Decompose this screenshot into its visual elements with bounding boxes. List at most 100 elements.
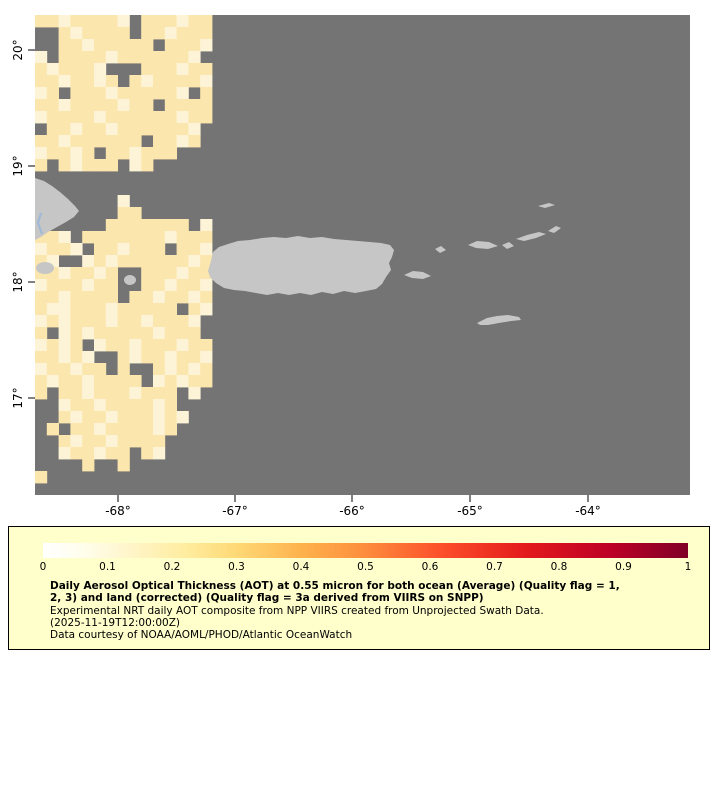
aot-cell xyxy=(35,471,48,484)
aot-cell xyxy=(164,147,177,160)
aot-cell xyxy=(129,375,142,388)
aot-cell xyxy=(105,375,118,388)
aot-cell xyxy=(58,279,71,292)
aot-cell xyxy=(176,15,189,28)
aot-cell xyxy=(176,351,189,364)
aot-cell xyxy=(105,27,118,40)
aot-cell xyxy=(176,291,189,304)
aot-cell xyxy=(94,231,107,244)
aot-cell xyxy=(70,327,83,340)
aot-cell xyxy=(117,303,130,316)
aot-cell xyxy=(188,279,201,292)
aot-cell xyxy=(117,15,130,28)
aot-cell xyxy=(141,219,154,232)
aot-cell xyxy=(46,147,59,160)
aot-cell xyxy=(141,279,154,292)
aot-cell xyxy=(129,291,142,304)
aot-cell xyxy=(129,327,142,340)
aot-cell xyxy=(105,267,118,280)
aot-cell xyxy=(35,387,48,400)
aot-cell xyxy=(164,351,177,364)
aot-cell xyxy=(153,123,166,136)
aot-cell xyxy=(70,375,83,388)
aot-cell xyxy=(70,159,83,172)
aot-cell xyxy=(58,51,71,64)
aot-cell xyxy=(153,279,166,292)
aot-cell xyxy=(70,111,83,124)
aot-cell xyxy=(188,243,201,256)
aot-cell xyxy=(94,75,107,88)
aot-cell xyxy=(153,243,166,256)
aot-cell xyxy=(94,135,107,148)
aot-cell xyxy=(129,303,142,316)
aot-cell xyxy=(58,327,71,340)
aot-cell xyxy=(35,159,48,172)
colorbar-tick-label: 0.5 xyxy=(357,561,374,573)
aot-cell xyxy=(35,63,48,76)
aot-cell xyxy=(70,75,83,88)
aot-cell xyxy=(200,255,213,268)
aot-cell xyxy=(200,15,213,28)
land-culebra xyxy=(435,246,446,253)
aot-cell xyxy=(188,363,201,376)
aot-cell xyxy=(94,267,107,280)
aot-cell xyxy=(82,231,95,244)
aot-cell xyxy=(105,111,118,124)
land-anegada xyxy=(538,203,555,208)
aot-cell xyxy=(200,27,213,40)
colorbar-gradient xyxy=(43,543,688,558)
aot-cell xyxy=(117,207,130,220)
aot-cell xyxy=(117,135,130,148)
aot-cell xyxy=(105,255,118,268)
aot-cell xyxy=(46,135,59,148)
aot-cell xyxy=(176,135,189,148)
lat-tick-label: 17° xyxy=(11,387,25,408)
aot-cell xyxy=(70,99,83,112)
aot-cell xyxy=(35,51,48,64)
aot-cell xyxy=(141,423,154,436)
aot-cell xyxy=(70,123,83,136)
legend-title-line-2: 2, 3) and land (corrected) (Quality flag… xyxy=(50,592,484,605)
aot-cell xyxy=(46,99,59,112)
aot-cell xyxy=(164,99,177,112)
aot-cell xyxy=(70,447,83,460)
aot-cell xyxy=(82,315,95,328)
aot-cell xyxy=(46,363,59,376)
aot-cell xyxy=(94,435,107,448)
aot-cell xyxy=(164,303,177,316)
aot-cell xyxy=(82,387,95,400)
aot-cell xyxy=(176,339,189,352)
aot-cell xyxy=(70,435,83,448)
aot-cell xyxy=(176,63,189,76)
aot-cell xyxy=(105,315,118,328)
aot-cell xyxy=(141,351,154,364)
aot-cell xyxy=(58,315,71,328)
aot-cell xyxy=(176,255,189,268)
aot-cell xyxy=(164,255,177,268)
aot-cell xyxy=(176,219,189,232)
aot-cell xyxy=(153,363,166,376)
aot-cell xyxy=(46,111,59,124)
aot-cell xyxy=(176,267,189,280)
aot-cell xyxy=(164,15,177,28)
aot-cell xyxy=(70,423,83,436)
aot-cell xyxy=(164,327,177,340)
aot-cell xyxy=(164,279,177,292)
aot-cell xyxy=(70,315,83,328)
aot-cell xyxy=(164,315,177,328)
land-masses xyxy=(35,178,561,325)
aot-cell xyxy=(117,447,130,460)
aot-cell xyxy=(200,231,213,244)
aot-cell xyxy=(94,327,107,340)
aot-cell xyxy=(129,135,142,148)
aot-cell xyxy=(58,375,71,388)
aot-cell xyxy=(153,219,166,232)
aot-cell xyxy=(141,87,154,100)
aot-cell xyxy=(117,111,130,124)
aot-data-cells xyxy=(35,15,213,484)
aot-cell xyxy=(58,39,71,52)
aot-cell xyxy=(153,147,166,160)
aot-cell xyxy=(117,459,130,472)
aot-cell xyxy=(46,279,59,292)
aot-cell xyxy=(129,255,142,268)
